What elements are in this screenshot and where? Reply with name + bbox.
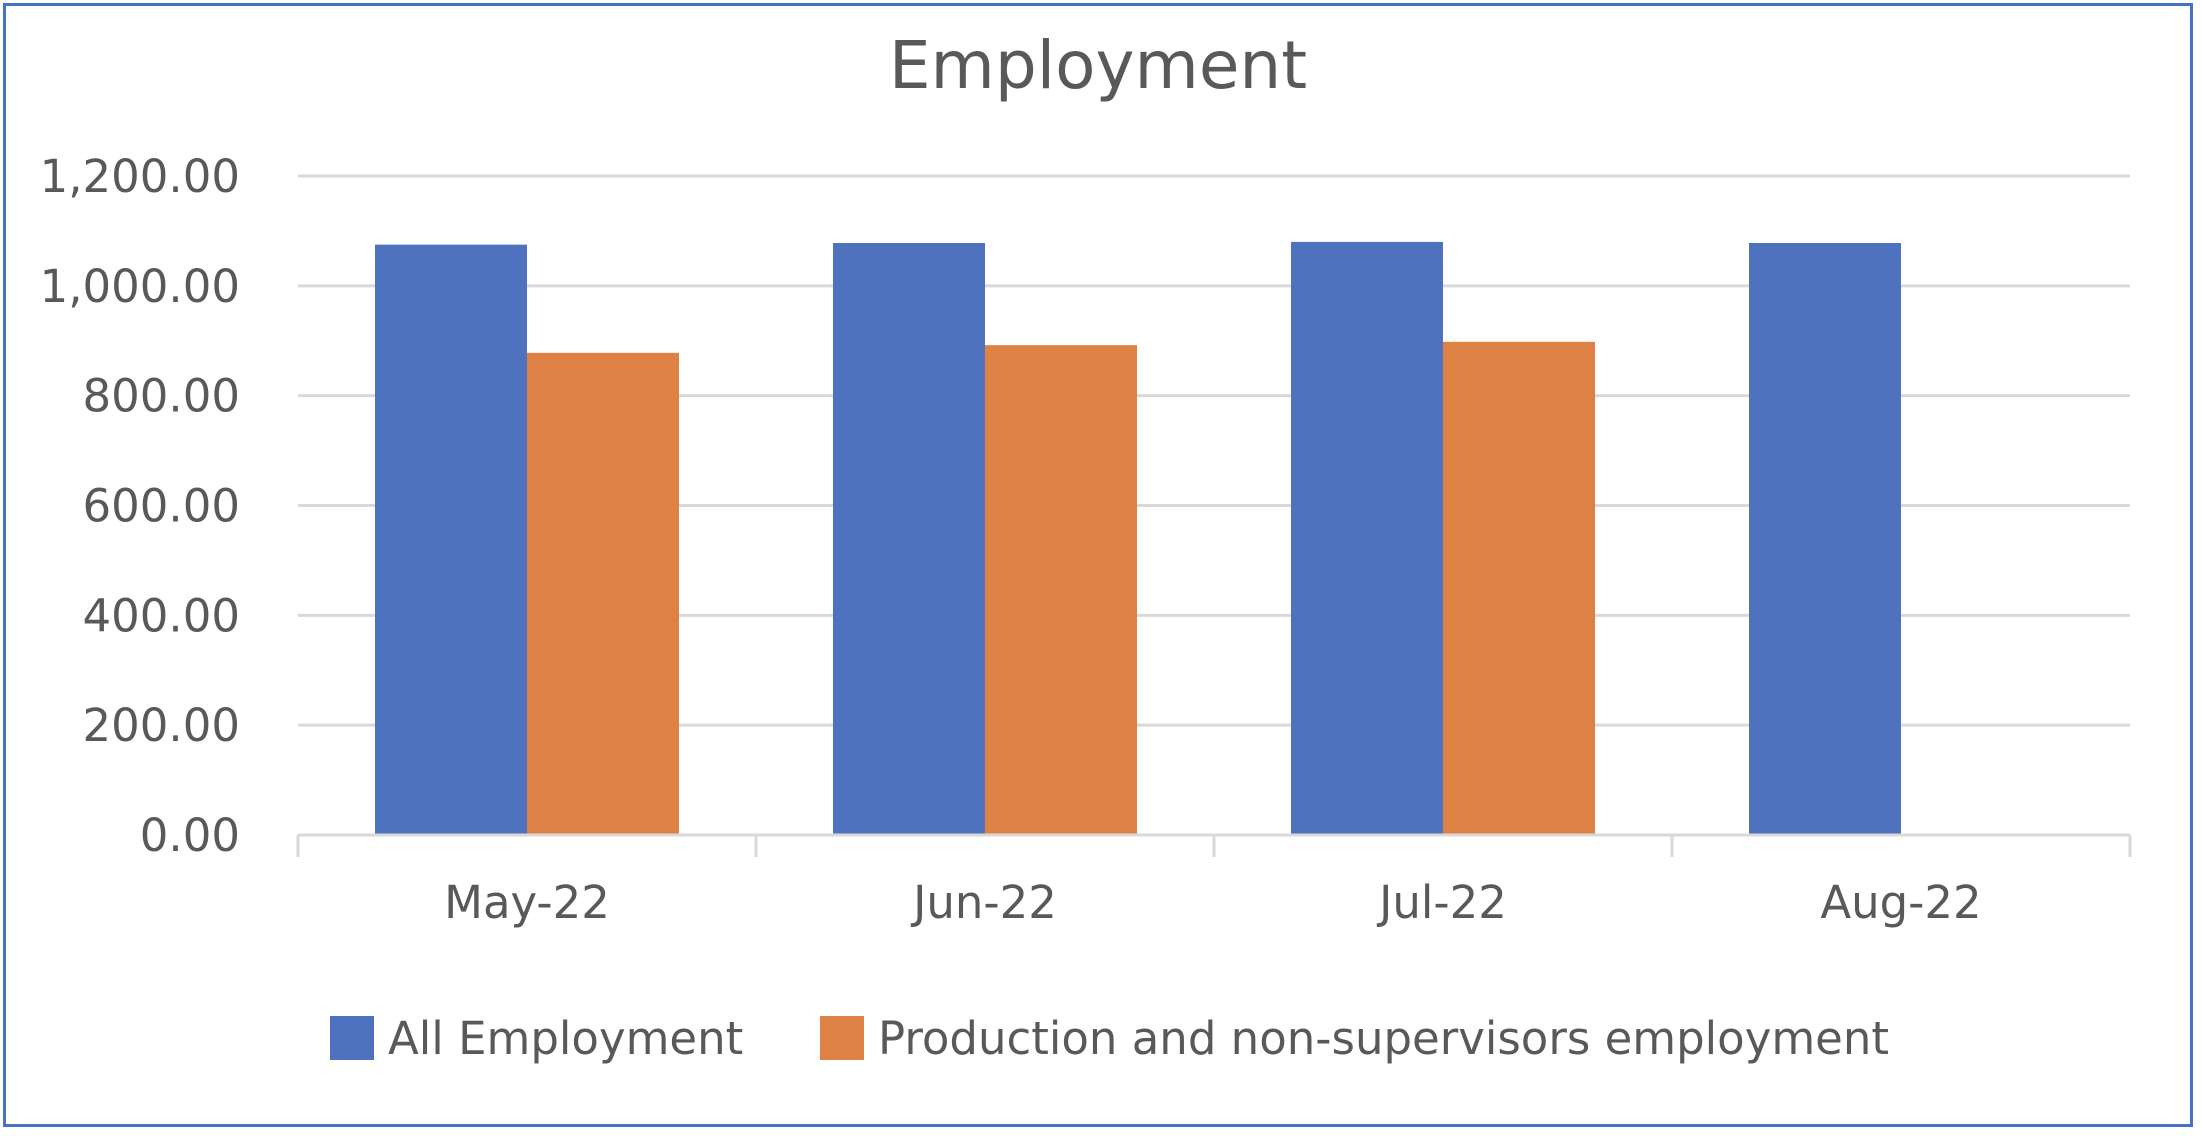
y-tick-label: 1,000.00: [40, 260, 240, 313]
bar-production-employment-jun-22: [985, 345, 1137, 835]
y-tick-label: 400.00: [83, 589, 240, 642]
y-tick-label: 800.00: [83, 370, 240, 423]
x-tick-label: Jun-22: [910, 876, 1057, 929]
x-axis-ticks: May-22 Jun-22 Jul-22 Aug-22: [444, 876, 1982, 929]
bar-production-employment-jul-22: [1443, 341, 1595, 835]
x-tick-label: May-22: [444, 876, 610, 929]
chart-title: Employment: [889, 27, 1307, 104]
bar-all-employment-aug-22: [1749, 242, 1901, 835]
x-tick-label: Aug-22: [1820, 876, 1981, 929]
bar-all-employment-jul-22: [1291, 241, 1443, 835]
y-axis-ticks: 0.00 200.00 400.00 600.00 800.00 1,000.00 1,20…: [40, 150, 240, 862]
legend-label: All Employment: [388, 1012, 743, 1065]
y-tick-label: 1,200.00: [40, 150, 240, 203]
y-tick-label: 600.00: [83, 480, 240, 533]
y-tick-label: 200.00: [83, 699, 240, 752]
legend-swatch: [330, 1016, 374, 1060]
legend-label: Production and non-supervisors employmen…: [878, 1012, 1889, 1065]
legend-swatch: [820, 1016, 864, 1060]
y-tick-label: 0.00: [140, 809, 240, 862]
bar-production-employment-may-22: [527, 352, 679, 835]
bar-all-employment-may-22: [375, 244, 527, 836]
bars: [375, 241, 1901, 836]
x-axis: [296, 833, 2132, 857]
x-tick-label: Jul-22: [1376, 876, 1507, 929]
legend: All Employment Production and non-supervi…: [330, 1012, 1889, 1065]
bar-all-employment-jun-22: [833, 242, 985, 835]
